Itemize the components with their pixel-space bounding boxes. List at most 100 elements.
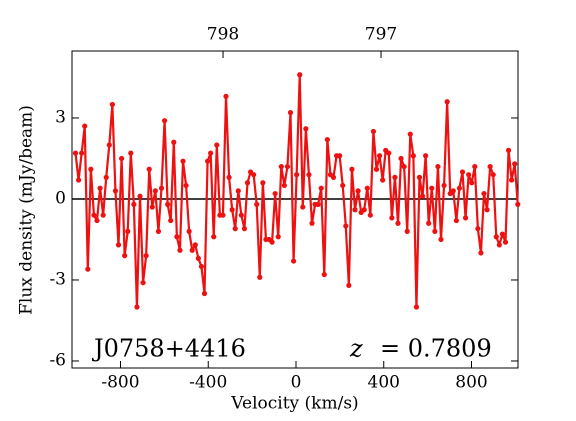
data-point	[244, 180, 251, 186]
data-point	[272, 190, 278, 197]
data-point	[361, 207, 367, 213]
data-point	[315, 201, 321, 207]
data-point	[324, 136, 330, 143]
data-point	[168, 217, 174, 224]
data-point	[512, 161, 518, 167]
data-point	[290, 258, 297, 264]
data-point	[146, 166, 152, 172]
data-point	[251, 172, 257, 178]
data-point	[294, 172, 300, 178]
data-point	[487, 163, 493, 170]
data-point	[398, 155, 404, 162]
data-point	[257, 274, 263, 280]
data-point	[223, 93, 229, 99]
data-point	[72, 150, 79, 156]
y-tick-label: -6	[49, 350, 66, 370]
data-point	[275, 234, 281, 240]
data-point	[432, 228, 438, 234]
y-tick-label: -3	[49, 269, 66, 289]
data-point	[137, 193, 143, 199]
y-tick-label: 0	[55, 188, 66, 208]
data-point	[152, 188, 158, 194]
data-point	[321, 271, 327, 278]
data-point	[149, 204, 155, 210]
data-point	[490, 172, 496, 178]
data-point	[115, 242, 122, 248]
data-point	[174, 234, 180, 240]
data-point	[450, 188, 456, 194]
data-point	[456, 185, 463, 191]
data-point	[340, 182, 346, 189]
data-point	[161, 118, 168, 124]
data-point	[300, 204, 306, 210]
data-point	[306, 172, 312, 178]
data-point	[97, 185, 103, 191]
data-point	[435, 163, 441, 170]
data-point	[140, 280, 146, 286]
data-point	[88, 166, 94, 172]
data-point	[346, 282, 352, 288]
data-point	[337, 153, 343, 159]
data-point	[407, 131, 413, 137]
x2-tick-label: 797	[365, 25, 397, 45]
data-point	[386, 150, 392, 156]
data-point	[472, 163, 478, 170]
x-tick-label: -400	[189, 373, 227, 393]
data-point	[201, 290, 208, 297]
data-point	[481, 190, 487, 197]
data-point	[211, 234, 217, 240]
data-point	[75, 177, 82, 183]
data-point	[192, 242, 198, 248]
data-point	[131, 201, 137, 207]
data-point	[158, 185, 165, 191]
data-point	[343, 223, 349, 229]
data-point	[118, 155, 125, 162]
redshift-label: = 0.7809	[380, 335, 492, 363]
data-point	[128, 150, 134, 156]
data-point	[183, 182, 189, 189]
data-point	[122, 253, 128, 259]
data-point	[189, 247, 195, 253]
data-point	[466, 172, 472, 178]
data-point	[186, 228, 192, 234]
data-point	[355, 188, 361, 194]
plot-frame	[71, 50, 519, 369]
data-point	[330, 174, 337, 180]
data-point	[426, 220, 432, 226]
data-point	[459, 169, 466, 175]
data-point	[380, 177, 386, 183]
data-point	[171, 139, 177, 145]
data-point	[165, 201, 171, 207]
data-point	[373, 166, 380, 172]
data-point	[125, 228, 131, 234]
x-tick-label: -800	[101, 373, 139, 393]
data-point	[100, 212, 106, 218]
data-point	[79, 150, 85, 156]
data-point	[429, 185, 435, 191]
x2-tick-label: 798	[207, 25, 239, 45]
data-point	[235, 188, 241, 194]
data-point	[238, 212, 244, 218]
data-point	[370, 128, 377, 135]
data-point	[220, 212, 226, 218]
data-point	[82, 123, 88, 129]
data-point	[478, 250, 484, 256]
data-point	[401, 163, 407, 170]
redshift-symbol: z	[349, 335, 363, 363]
data-point	[493, 234, 499, 240]
source-label: J0758+4416	[91, 335, 246, 363]
data-point	[469, 180, 475, 186]
data-point	[367, 212, 373, 218]
x-tick-label: 800	[455, 373, 487, 393]
data-point	[419, 193, 426, 199]
data-point	[303, 126, 309, 132]
data-point	[441, 182, 447, 189]
data-point	[505, 147, 512, 153]
x-tick-label: 400	[368, 373, 400, 393]
data-point	[389, 215, 395, 221]
data-point	[410, 153, 416, 159]
data-point	[318, 185, 324, 191]
data-point	[416, 174, 423, 180]
data-point	[364, 185, 370, 191]
